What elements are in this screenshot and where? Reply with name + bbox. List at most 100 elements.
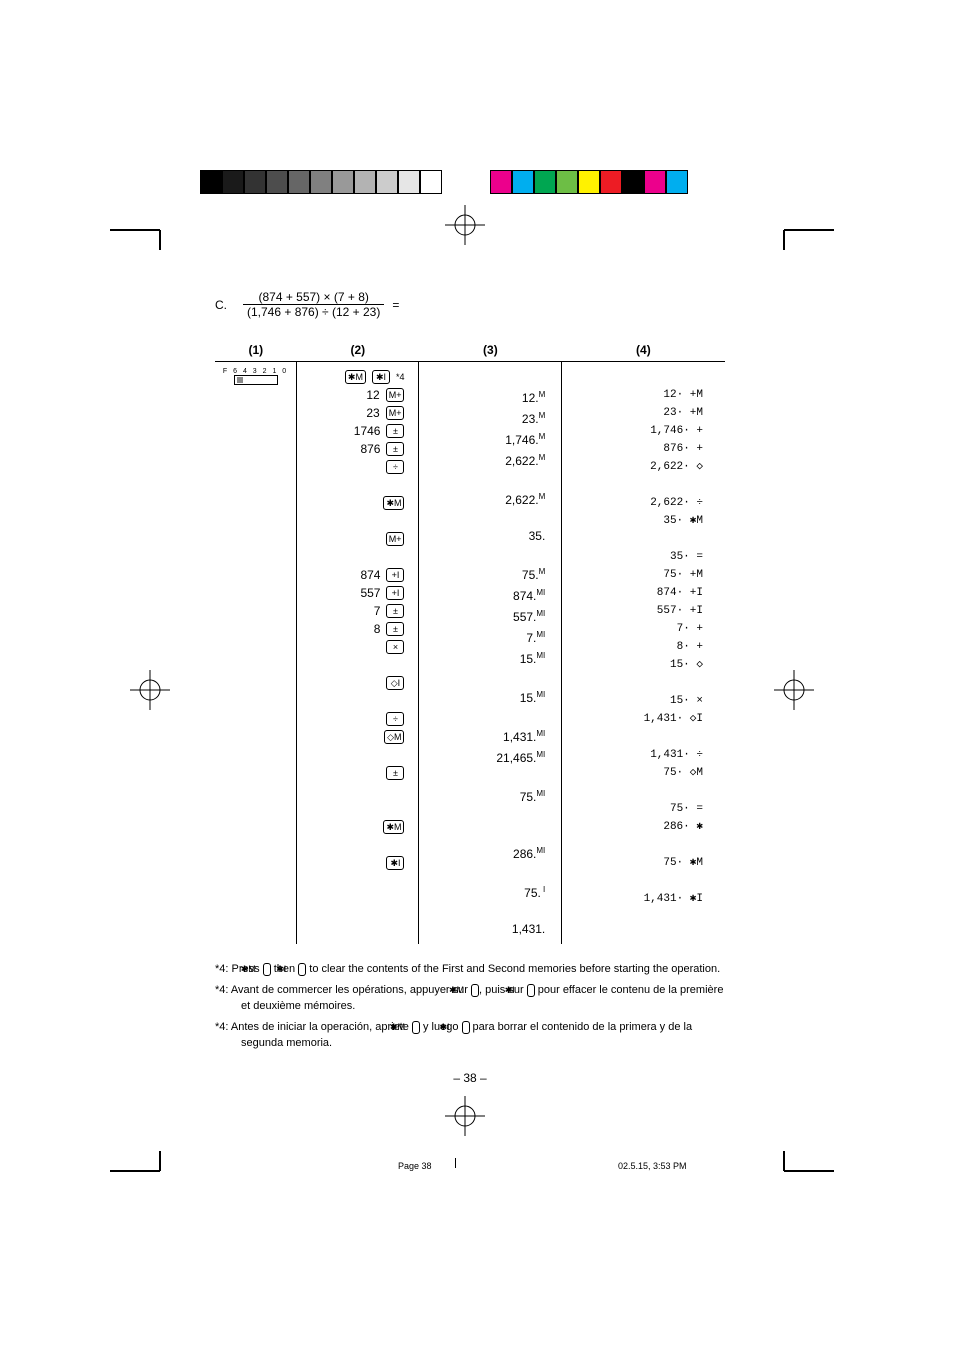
print-row: 2,622· ◇ xyxy=(562,458,725,476)
print-row: 23· +M xyxy=(562,404,725,422)
print-row: 75· +M xyxy=(562,566,725,584)
key-icon: ✱M xyxy=(383,496,404,510)
key-icon: ◇M xyxy=(384,730,404,744)
key-icon: ✱M xyxy=(263,963,271,976)
print-row: 75· ✱M xyxy=(562,854,725,872)
keystroke-row: ÷ xyxy=(297,458,418,476)
keystroke-row: M+ xyxy=(297,530,418,548)
print-row: 876· + xyxy=(562,440,725,458)
key-icon: ✱I xyxy=(462,1021,470,1034)
print-row: 1,746· + xyxy=(562,422,725,440)
key-icon: ± xyxy=(386,442,404,456)
grayscale-bar xyxy=(200,170,442,194)
key-icon: ◇I xyxy=(386,676,404,690)
col-header-1: (1) xyxy=(215,339,297,362)
keystroke-row: 874+I xyxy=(297,566,418,584)
display-row: 23.M xyxy=(419,407,561,428)
display-row: 1,431. xyxy=(419,920,561,938)
display-row xyxy=(419,509,561,527)
print-row xyxy=(562,476,725,494)
keystroke-row xyxy=(297,872,418,890)
key-icon: M+ xyxy=(386,532,405,546)
print-row xyxy=(562,674,725,692)
keystroke-row xyxy=(297,746,418,764)
footer-page: Page 38 xyxy=(398,1161,432,1171)
keystroke-row: 7± xyxy=(297,602,418,620)
registration-mark xyxy=(130,670,170,710)
keystroke-row: ✱M xyxy=(297,494,418,512)
color-bar xyxy=(490,170,688,194)
display-row xyxy=(419,545,561,563)
display-row: 15.MI xyxy=(419,686,561,707)
keystroke-row: ± xyxy=(297,764,418,782)
print-row: 2,622· ÷ xyxy=(562,494,725,512)
keystroke-row: ÷ xyxy=(297,710,418,728)
print-row: 35· = xyxy=(562,548,725,566)
keystroke-row: 876± xyxy=(297,440,418,458)
keystroke-row xyxy=(297,782,418,800)
key-icon: +I xyxy=(386,568,404,582)
crop-bracket xyxy=(774,1151,834,1191)
print-row: 12· +M xyxy=(562,386,725,404)
key-icon: ÷ xyxy=(386,460,404,474)
display-row: 2,622.M xyxy=(419,488,561,509)
key-icon: +I xyxy=(386,586,404,600)
print-row xyxy=(562,782,725,800)
print-row: 286· ✱ xyxy=(562,818,725,836)
display-row: 12.M xyxy=(419,386,561,407)
key-icon: ✱I xyxy=(372,370,390,384)
display-row xyxy=(419,707,561,725)
keystroke-row xyxy=(297,800,418,818)
col-header-2: (2) xyxy=(297,339,419,362)
col-header-3: (3) xyxy=(419,339,562,362)
display-row: 21,465.MI xyxy=(419,746,561,767)
keystroke-row: 23M+ xyxy=(297,404,418,422)
key-icon: ± xyxy=(386,604,404,618)
print-row: 874· +I xyxy=(562,584,725,602)
crop-bracket xyxy=(774,210,834,250)
problem-expression: C. (874 + 557) × (7 + 8) (1,746 + 876) ÷… xyxy=(215,290,725,319)
key-icon: ± xyxy=(386,766,404,780)
display-row: 557.MI xyxy=(419,605,561,626)
display-row xyxy=(419,668,561,686)
display-row: 1,431.MI xyxy=(419,725,561,746)
col-header-4: (4) xyxy=(562,339,725,362)
print-row xyxy=(562,530,725,548)
crop-bracket xyxy=(110,210,170,250)
key-icon: ÷ xyxy=(386,712,404,726)
key-icon: M+ xyxy=(386,388,405,402)
keystroke-row: ✱M✱I*4 xyxy=(297,368,418,386)
display-row xyxy=(419,863,561,881)
registration-mark xyxy=(445,1096,485,1136)
keystroke-row: × xyxy=(297,638,418,656)
footnote-en: *4: Press ✱M then ✱I to clear the conten… xyxy=(215,962,725,977)
print-row xyxy=(562,836,725,854)
problem-label: C. xyxy=(215,298,227,312)
key-icon: ± xyxy=(386,622,404,636)
keystroke-row xyxy=(297,512,418,530)
calculation-table: (1) (2) (3) (4) F 6 4 3 2 1 0 ✱M✱I*412M+… xyxy=(215,339,725,944)
keystroke-row xyxy=(297,476,418,494)
print-row: 7· + xyxy=(562,620,725,638)
print-row: 1,431· ◇I xyxy=(562,710,725,728)
keystrokes-cell: ✱M✱I*412M+23M+1746±876±÷ ✱M M+ 874+I557+… xyxy=(297,362,419,945)
print-row xyxy=(562,872,725,890)
keystroke-row xyxy=(297,548,418,566)
display-row: 75.M xyxy=(419,563,561,584)
footnote-fr: *4: Avant de commercer les opérations, a… xyxy=(215,983,725,1014)
display-row: 75.MI xyxy=(419,785,561,806)
display-cell: 12.M23.M1,746.M2,622.M 2,622.M 35. 75.M8… xyxy=(419,362,562,945)
footnote-es: *4: Antes de iniciar la operación, aprie… xyxy=(215,1020,725,1051)
footer-timestamp: 02.5.15, 3:53 PM xyxy=(618,1161,687,1171)
keystroke-row: ✱M xyxy=(297,818,418,836)
display-row: 7.MI xyxy=(419,626,561,647)
keystroke-row xyxy=(297,656,418,674)
print-row: 8· + xyxy=(562,638,725,656)
keystroke-row: 12M+ xyxy=(297,386,418,404)
printout-cell: 12· +M23· +M1,746· +876· +2,622· ◇ 2,622… xyxy=(562,362,725,945)
print-row: 557· +I xyxy=(562,602,725,620)
display-row xyxy=(419,767,561,785)
display-row xyxy=(419,806,561,824)
key-icon: × xyxy=(386,640,404,654)
key-icon: ✱I xyxy=(527,984,535,997)
